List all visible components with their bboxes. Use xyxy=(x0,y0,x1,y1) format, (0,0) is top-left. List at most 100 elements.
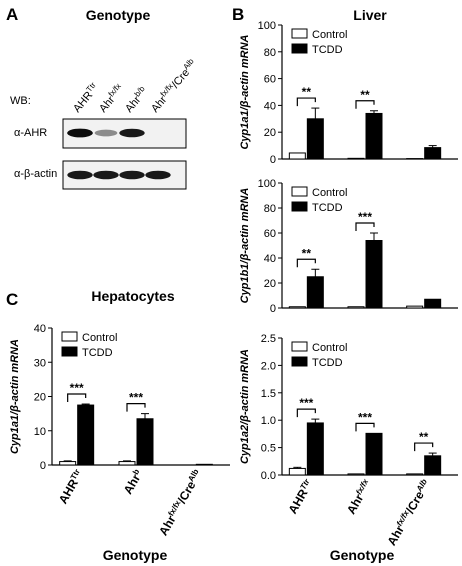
x-tick-label-base: Ahr xyxy=(344,491,367,516)
control-bar xyxy=(288,306,306,309)
significance-label: ** xyxy=(419,430,429,444)
y-tick-label: 0 xyxy=(270,154,276,166)
tcdd-bar xyxy=(424,455,442,476)
y-tick-label: 2.5 xyxy=(261,333,276,345)
y-tick-label: 80 xyxy=(264,203,276,215)
control-bar xyxy=(406,305,424,309)
legend-control-label: Control xyxy=(312,29,347,41)
blot-band xyxy=(93,170,119,180)
y-axis-label: Cyp1a1/β-actin mRNA xyxy=(239,34,251,149)
y-tick-label: 0.0 xyxy=(261,470,276,482)
significance-label: *** xyxy=(358,410,372,424)
legend-tcdd-label: TCDD xyxy=(312,44,343,56)
y-tick-label: 2.0 xyxy=(261,360,276,372)
blot-label-ahr: α-AHR xyxy=(14,127,47,139)
y-tick-label: 20 xyxy=(34,392,46,404)
y-tick-label: 80 xyxy=(264,47,276,59)
significance-label: ** xyxy=(360,88,370,102)
blot-band xyxy=(94,129,118,137)
panel-c: C Hepatocytes Genotype xyxy=(6,288,175,563)
y-tick-label: 100 xyxy=(258,178,276,190)
y-tick-label: 10 xyxy=(34,426,46,438)
y-axis-label: Cyp1a1/β-actin mRNA xyxy=(9,339,21,454)
tcdd-bar xyxy=(306,276,324,309)
significance-bracket xyxy=(355,100,375,109)
y-tick-label: 60 xyxy=(264,228,276,240)
x-tick-label-base: AHR xyxy=(285,486,310,516)
y-tick-label: 0 xyxy=(270,303,276,315)
control-bar xyxy=(347,306,365,309)
y-tick-label: 1.5 xyxy=(261,388,276,400)
tcdd-bar xyxy=(365,240,383,309)
legend-control-swatch xyxy=(61,331,78,342)
legend-control-swatch xyxy=(291,186,308,197)
blot-band xyxy=(119,170,145,180)
panel-c-letter: C xyxy=(6,290,18,309)
panel-a-letter: A xyxy=(6,5,18,24)
lane-label: Ahrfx/fx/CreAlb xyxy=(147,56,200,115)
tcdd-bar xyxy=(424,298,442,309)
significance-label: ** xyxy=(302,85,312,99)
significance-bracket xyxy=(355,422,375,432)
blot-band xyxy=(67,128,93,138)
panel-a: A Genotype WB: AHRTtrAhrfx/fxAhrb/bAhrfx… xyxy=(6,5,200,190)
x-tick-label: Ahrfx/fx xyxy=(343,477,374,517)
significance-label: *** xyxy=(358,210,372,224)
legend-control-label: Control xyxy=(312,187,347,199)
panel-b-letter: B xyxy=(232,5,244,24)
chart-1: 0 20 40 60 80 100 Cyp1a1/β-actin mRNA ** ** Contr… xyxy=(239,20,458,166)
legend-tcdd-swatch xyxy=(61,346,78,357)
significance-bracket xyxy=(296,408,316,418)
legend-tcdd-swatch xyxy=(291,43,308,54)
lane-label: Ahrfx/fx xyxy=(95,81,127,115)
y-tick-label: 60 xyxy=(264,74,276,86)
control-bar xyxy=(347,473,365,476)
panel-c-title: Hepatocytes xyxy=(91,288,174,304)
legend-control-label: Control xyxy=(82,332,117,344)
control-bar xyxy=(406,473,424,476)
x-tick-label-base: Ahr xyxy=(156,513,179,538)
y-tick-label: 40 xyxy=(34,323,46,335)
x-tick-label: Ahrfx/fx/CreAlb xyxy=(384,477,433,548)
tcdd-bar xyxy=(365,112,383,160)
blot-band xyxy=(119,128,145,138)
x-tick-label-base: AHR xyxy=(56,476,81,506)
y-axis-label: Cyp1b1/β-actin mRNA xyxy=(239,188,251,304)
y-tick-label: 20 xyxy=(264,278,276,290)
tcdd-bar xyxy=(77,404,95,466)
lane-label-base: Ahr xyxy=(123,94,143,115)
lane-label: Ahrb/b xyxy=(121,84,151,115)
legend-control-swatch xyxy=(291,28,308,39)
y-axis-label: Cyp1a2/β-actin mRNA xyxy=(239,349,251,464)
tcdd-bar xyxy=(195,463,213,466)
lane-label-sup: fx/fx xyxy=(106,81,122,98)
x-tick-label-sup2: Alb xyxy=(186,467,200,483)
lane-label-base: AHR xyxy=(71,89,95,115)
significance-label: *** xyxy=(299,396,313,410)
significance-bracket xyxy=(296,97,316,107)
legend-control-swatch xyxy=(291,341,308,352)
significance-label: ** xyxy=(302,246,312,260)
legend-tcdd-label: TCDD xyxy=(312,357,343,369)
x-tick-label: Ahrfx/fx/CreAlb xyxy=(156,467,205,538)
y-tick-label: 40 xyxy=(264,253,276,265)
legend-control-label: Control xyxy=(312,342,347,354)
legend-tcdd-swatch xyxy=(291,356,308,367)
significance-label: *** xyxy=(70,381,84,395)
panel-a-title: Genotype xyxy=(86,7,151,23)
x-tick-label-base: Ahr xyxy=(384,523,407,548)
y-tick-label: 20 xyxy=(264,127,276,139)
significance-bracket xyxy=(126,403,146,412)
significance-bracket xyxy=(355,222,375,231)
blot-band xyxy=(67,170,93,180)
tcdd-bar xyxy=(306,118,324,160)
x-tick-label-mid: /Cre xyxy=(403,488,427,515)
x-tick-label: Ahrb xyxy=(120,467,145,496)
x-tick-label-mid: /Cre xyxy=(175,478,199,505)
y-tick-label: 40 xyxy=(264,100,276,112)
lane-label: AHRTtr xyxy=(69,80,102,115)
significance-bracket xyxy=(296,258,316,268)
